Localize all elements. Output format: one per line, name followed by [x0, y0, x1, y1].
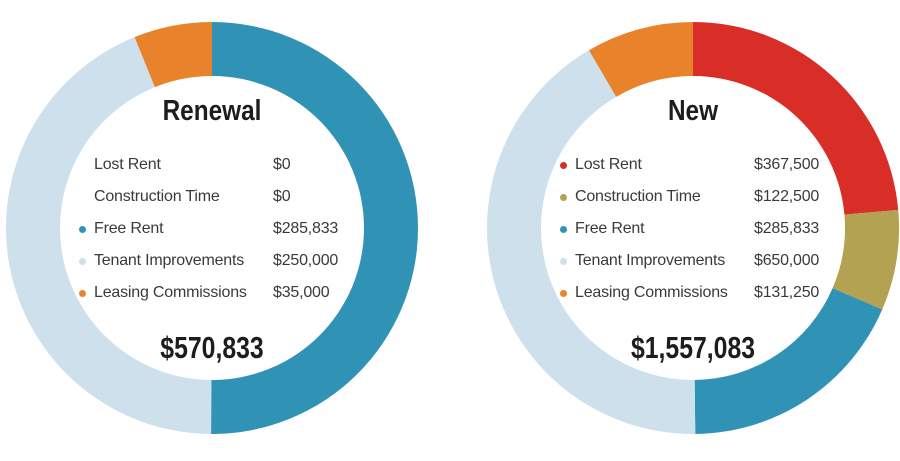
- legend-value: $122,500: [754, 188, 820, 205]
- legend-row-free-rent: Free Rent $285,833: [79, 213, 389, 245]
- construction-time-bullet-icon: [560, 193, 567, 201]
- legend-value: $367,500: [754, 156, 820, 173]
- legend-label: Leasing Commissions: [94, 284, 247, 301]
- new-donut-chart: New Lost Rent $367,500 Construction Time…: [450, 0, 900, 461]
- lost-rent-bullet-icon: [560, 161, 567, 169]
- legend-label: Leasing Commissions: [575, 284, 728, 301]
- legend-label: Tenant Improvements: [94, 252, 245, 269]
- donut-segment-free-rent: [694, 288, 883, 434]
- donut-segment-free-rent: [211, 22, 419, 435]
- donut-segment-leasing-commissions: [134, 22, 212, 88]
- new-legend: Lost Rent $367,500 Construction Time $12…: [560, 149, 870, 309]
- tenant-improvements-bullet-icon: [79, 257, 86, 265]
- legend-label: Construction Time: [94, 188, 220, 205]
- legend-value: $131,250: [754, 284, 820, 301]
- legend-row-lost-rent: Lost Rent $367,500: [560, 149, 870, 181]
- legend-row-tenant-improvements: Tenant Improvements $650,000: [560, 245, 870, 277]
- legend-value: $285,833: [754, 220, 820, 237]
- chart-title-new: New: [667, 95, 719, 127]
- legend-row-leasing-commissions: Leasing Commissions $131,250: [560, 277, 870, 309]
- legend-value: $650,000: [754, 252, 820, 269]
- legend-row-leasing-commissions: Leasing Commissions $35,000: [79, 277, 389, 309]
- renewal-total-value: $570,833: [160, 330, 264, 365]
- donut-segment-tenant-improvements: [6, 37, 212, 434]
- tenant-improvements-bullet-icon: [560, 257, 567, 265]
- legend-value: $250,000: [273, 252, 339, 269]
- legend-label: Construction Time: [575, 188, 701, 205]
- renewal-donut-chart: Renewal Lost Rent $0 Construction Time $…: [6, 22, 419, 435]
- legend-row-construction-time: Construction Time $0: [79, 181, 389, 213]
- new-total-value: $1,557,083: [630, 330, 756, 365]
- legend-row-free-rent: Free Rent $285,833: [560, 213, 870, 245]
- legend-label: Tenant Improvements: [575, 252, 726, 269]
- legend-value: $35,000: [273, 284, 330, 301]
- legend-value: $0: [273, 156, 291, 173]
- legend-label: Free Rent: [575, 220, 645, 237]
- renewal-legend: Lost Rent $0 Construction Time $0 Free R…: [79, 149, 389, 309]
- legend-row-lost-rent: Lost Rent $0: [79, 149, 389, 181]
- new-donut-ring: [486, 22, 899, 435]
- leasing-commissions-bullet-icon: [79, 289, 86, 297]
- donut-segment-construction-time: [832, 209, 899, 310]
- renewal-donut-ring: [6, 22, 419, 435]
- donut-segment-tenant-improvements: [486, 50, 696, 435]
- leasing-commissions-bullet-icon: [560, 289, 567, 297]
- legend-label: Lost Rent: [94, 156, 161, 173]
- legend-value: $0: [273, 188, 291, 205]
- donut-segment-leasing-commissions: [588, 22, 693, 97]
- legend-label: Free Rent: [94, 220, 164, 237]
- legend-label: Lost Rent: [575, 156, 642, 173]
- legend-row-tenant-improvements: Tenant Improvements $250,000: [79, 245, 389, 277]
- free-rent-bullet-icon: [79, 225, 86, 233]
- donut-segment-lost-rent: [693, 22, 899, 215]
- legend-value: $285,833: [273, 220, 339, 237]
- legend-row-construction-time: Construction Time $122,500: [560, 181, 870, 213]
- free-rent-bullet-icon: [560, 225, 567, 233]
- chart-title-renewal: Renewal: [162, 95, 262, 127]
